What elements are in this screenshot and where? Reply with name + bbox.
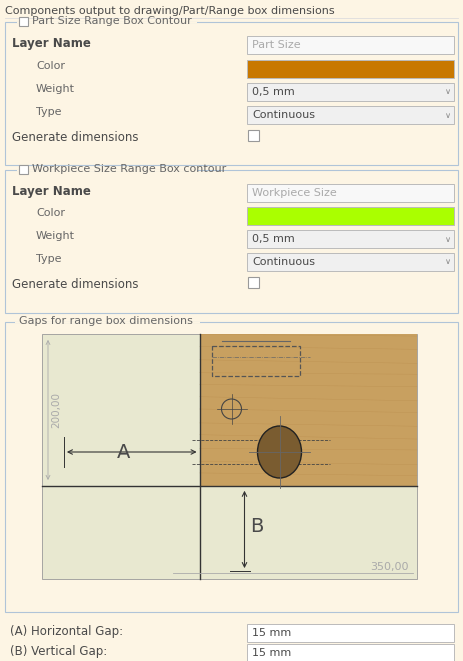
Text: 15 mm: 15 mm — [252, 628, 291, 638]
Text: Components output to drawing/Part/Range box dimensions: Components output to drawing/Part/Range … — [5, 6, 335, 16]
Bar — [15, 322, 200, 323]
Text: 200,00: 200,00 — [51, 392, 61, 428]
Bar — [42, 334, 417, 579]
Text: Workpiece Size Range Box contour: Workpiece Size Range Box contour — [32, 164, 226, 174]
Bar — [247, 36, 454, 54]
Bar — [247, 184, 454, 202]
Bar — [247, 60, 454, 78]
Bar — [247, 207, 454, 225]
Bar — [248, 130, 259, 141]
Bar — [247, 644, 454, 661]
Text: 0,5 mm: 0,5 mm — [252, 87, 295, 97]
Bar — [247, 106, 454, 124]
Bar — [248, 277, 259, 288]
Bar — [212, 346, 300, 376]
Text: A: A — [117, 443, 131, 462]
Text: Generate dimensions: Generate dimensions — [12, 131, 138, 144]
Text: (B) Vertical Gap:: (B) Vertical Gap: — [10, 645, 107, 658]
Text: Generate dimensions: Generate dimensions — [12, 278, 138, 291]
Text: Continuous: Continuous — [252, 110, 315, 120]
Bar — [19, 17, 28, 26]
Text: Part Size: Part Size — [252, 40, 300, 50]
Bar — [5, 322, 458, 612]
Bar — [247, 230, 454, 248]
Text: Weight: Weight — [36, 231, 75, 241]
Text: Color: Color — [36, 208, 65, 218]
Bar — [247, 253, 454, 271]
Bar — [5, 22, 458, 165]
Text: Type: Type — [36, 107, 62, 117]
Text: Color: Color — [36, 61, 65, 71]
Text: ∨: ∨ — [445, 235, 451, 243]
Bar — [5, 170, 458, 313]
Bar — [247, 624, 454, 642]
Bar — [17, 170, 197, 171]
Ellipse shape — [257, 426, 301, 478]
Text: ∨: ∨ — [445, 87, 451, 97]
Text: Gaps for range box dimensions: Gaps for range box dimensions — [19, 316, 193, 326]
Bar — [19, 165, 28, 174]
Text: 15 mm: 15 mm — [252, 648, 291, 658]
Text: (A) Horizontal Gap:: (A) Horizontal Gap: — [10, 625, 123, 638]
Bar — [200, 334, 417, 486]
Text: Layer Name: Layer Name — [12, 37, 91, 50]
Text: ∨: ∨ — [445, 110, 451, 120]
Bar — [247, 83, 454, 101]
Text: Continuous: Continuous — [252, 257, 315, 267]
Text: 0,5 mm: 0,5 mm — [252, 234, 295, 244]
Text: ∨: ∨ — [445, 258, 451, 266]
Text: Workpiece Size: Workpiece Size — [252, 188, 337, 198]
Text: Type: Type — [36, 254, 62, 264]
Text: Weight: Weight — [36, 84, 75, 94]
Text: Layer Name: Layer Name — [12, 185, 91, 198]
Text: 350,00: 350,00 — [370, 562, 409, 572]
Text: B: B — [250, 517, 264, 536]
Bar — [17, 22, 197, 23]
Text: Part Size Range Box Contour: Part Size Range Box Contour — [32, 16, 192, 26]
